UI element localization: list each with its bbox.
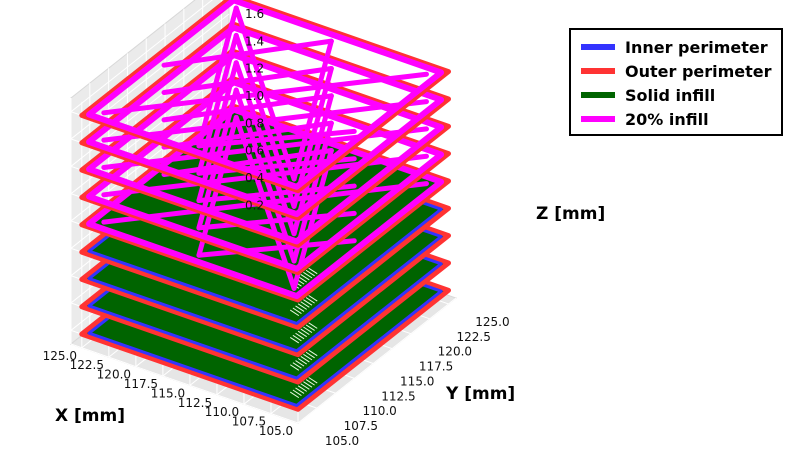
solid-infill-line bbox=[305, 269, 315, 277]
legend-item-solid-infill: Solid infill bbox=[581, 83, 781, 107]
y-axis-label: Y [mm] bbox=[445, 384, 515, 404]
y-tick-label: 115.0 bbox=[400, 374, 434, 388]
sparse-infill-line bbox=[196, 5, 239, 149]
solid-infill-line bbox=[300, 273, 310, 281]
solid-infill-line bbox=[305, 297, 315, 304]
solid-infill-line bbox=[308, 322, 318, 329]
sparse-infill-perimeter bbox=[86, 24, 445, 218]
solid-infill-line bbox=[292, 307, 302, 314]
z-tick-label: 0.2 bbox=[245, 198, 264, 212]
legend-swatch-sparse bbox=[581, 116, 615, 122]
legend-item-outer-perimeter: Outer perimeter bbox=[581, 59, 781, 83]
z-tick-label: 1.4 bbox=[245, 34, 264, 48]
solid-infill-line bbox=[300, 355, 310, 363]
solid-infill-line bbox=[295, 332, 305, 340]
legend-item-inner-perimeter: Inner perimeter bbox=[581, 35, 781, 59]
y-tick-label: 120.0 bbox=[438, 345, 472, 359]
solid-infill-line bbox=[289, 309, 300, 317]
solid-infill-line bbox=[297, 385, 307, 392]
solid-infill-line bbox=[289, 364, 300, 371]
sparse-infill-line bbox=[291, 38, 334, 182]
solid-infill-line bbox=[308, 349, 318, 357]
sparse-infill-line bbox=[161, 65, 334, 96]
y-tick-label: 105.0 bbox=[325, 434, 359, 448]
solid-infill-line bbox=[308, 267, 318, 275]
sparse-infill-line bbox=[196, 128, 357, 149]
x-axis-label: X [mm] bbox=[55, 406, 125, 426]
solid-infill-line bbox=[295, 387, 305, 394]
x-tick-label: 120.0 bbox=[97, 368, 131, 382]
sparse-infill-line bbox=[233, 60, 297, 237]
solid-infill-line bbox=[292, 362, 302, 369]
y-tick-label: 107.5 bbox=[344, 419, 378, 433]
solid-infill-line bbox=[297, 303, 307, 310]
solid-infill-line bbox=[305, 351, 315, 359]
x-tick-label: 110.0 bbox=[205, 405, 239, 419]
solid-infill-line bbox=[303, 271, 313, 279]
print-layers bbox=[79, 0, 451, 412]
solid-infill-line bbox=[297, 358, 307, 365]
solid-infill-line bbox=[303, 353, 313, 361]
solid-infill-line bbox=[289, 391, 300, 399]
solid-infill-line bbox=[297, 330, 307, 338]
legend-swatch-outer bbox=[581, 68, 615, 74]
legend-swatch-inner bbox=[581, 44, 615, 50]
legend-swatch-solid bbox=[581, 92, 615, 98]
y-tick-label: 110.0 bbox=[362, 404, 396, 418]
y-tick-label: 117.5 bbox=[419, 360, 453, 374]
sparse-infill-line bbox=[161, 38, 334, 68]
sparse-infill-line bbox=[196, 32, 239, 176]
sparse-infill-line bbox=[161, 147, 334, 178]
x-tick-label: 105.0 bbox=[259, 424, 293, 438]
solid-infill-line bbox=[292, 389, 302, 396]
grid-line-y bbox=[70, 343, 299, 424]
sparse-infill-perimeter bbox=[86, 0, 445, 190]
legend-label-solid: Solid infill bbox=[625, 85, 716, 105]
solid-infill-line bbox=[300, 328, 310, 336]
legend-label-sparse: 20% infill bbox=[625, 109, 709, 129]
y-tick-label: 112.5 bbox=[381, 389, 415, 403]
solid-infill-line bbox=[308, 377, 318, 384]
solid-infill-line bbox=[300, 301, 310, 308]
sparse-infill-line bbox=[233, 5, 297, 182]
z-tick-label: 0.4 bbox=[245, 171, 264, 185]
solid-infill-line bbox=[300, 383, 310, 390]
x-tick-label: 107.5 bbox=[232, 415, 266, 429]
legend: Inner perimeter Outer perimeter Solid in… bbox=[569, 28, 783, 136]
legend-item-sparse-infill: 20% infill bbox=[581, 107, 781, 131]
solid-infill-line bbox=[295, 360, 305, 367]
z-tick-label: 1.6 bbox=[245, 7, 264, 21]
legend-label-inner: Inner perimeter bbox=[625, 37, 768, 57]
sparse-infill-line bbox=[196, 60, 239, 204]
x-tick-label: 117.5 bbox=[124, 377, 158, 391]
x-tick-label: 122.5 bbox=[70, 358, 104, 372]
solid-infill-line bbox=[308, 295, 318, 302]
x-tick-label: 112.5 bbox=[178, 396, 212, 410]
sparse-infill-line bbox=[233, 32, 297, 209]
z-tick-label: 0.6 bbox=[245, 144, 264, 158]
outer-perimeter bbox=[79, 0, 451, 194]
solid-infill-line bbox=[305, 324, 315, 331]
solid-infill-line bbox=[292, 334, 302, 342]
solid-infill-line bbox=[303, 326, 313, 333]
sparse-infill-line bbox=[161, 93, 334, 123]
z-tick-label: 1.0 bbox=[245, 89, 264, 103]
solid-infill-line bbox=[295, 305, 305, 312]
solid-infill-line bbox=[305, 379, 315, 386]
legend-label-outer: Outer perimeter bbox=[625, 61, 772, 81]
solid-infill-line bbox=[303, 381, 313, 388]
solid-infill-line bbox=[289, 336, 300, 344]
layer bbox=[79, 0, 451, 194]
x-tick-label: 125.0 bbox=[43, 349, 77, 363]
z-axis-label: Z [mm] bbox=[536, 204, 605, 224]
solid-infill-line bbox=[303, 299, 313, 306]
tick-labels: 105.0107.5110.0112.5115.0117.5120.0122.5… bbox=[43, 7, 510, 448]
y-tick-label: 122.5 bbox=[456, 330, 490, 344]
y-tick-label: 125.0 bbox=[475, 315, 509, 329]
sparse-infill-line bbox=[161, 120, 334, 150]
x-tick-label: 115.0 bbox=[151, 386, 185, 400]
z-tick-label: 0.8 bbox=[245, 116, 264, 130]
z-tick-label: 1.2 bbox=[245, 62, 264, 76]
